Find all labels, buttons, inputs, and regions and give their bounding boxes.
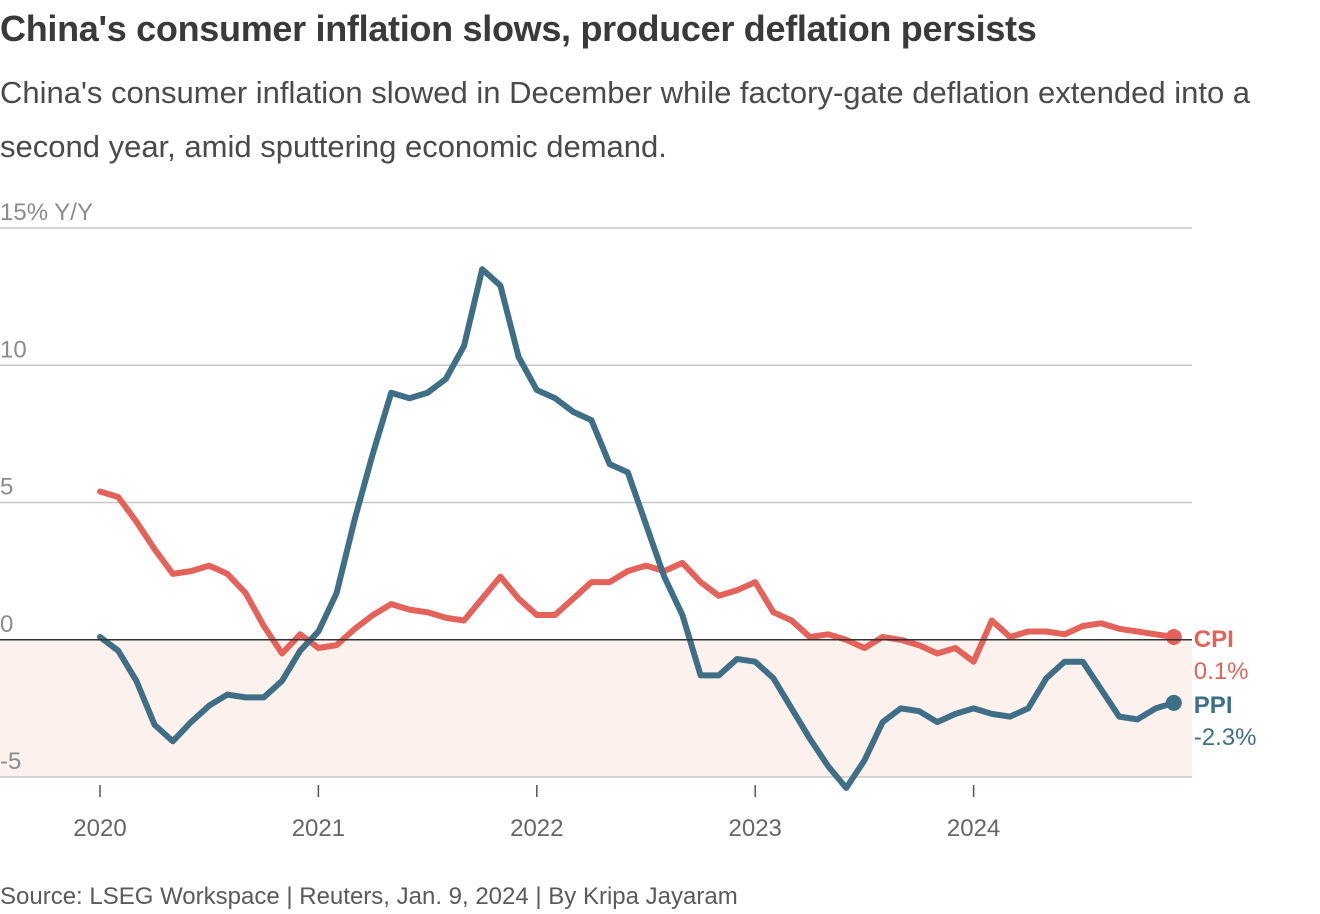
- y-tick-label: 15% Y/Y: [0, 199, 93, 226]
- negative-region: [0, 639, 1192, 777]
- x-tick-label: 2021: [292, 815, 345, 842]
- cpi-value-label: 0.1%: [1194, 658, 1249, 685]
- y-tick-label: 5: [0, 474, 13, 501]
- y-tick-label: 10: [0, 336, 27, 363]
- x-tick-label: 2022: [510, 815, 563, 842]
- ppi-label: PPI: [1194, 692, 1233, 719]
- ppi-value-label: -2.3%: [1194, 724, 1257, 751]
- chart-title: China's consumer inflation slows, produc…: [0, 8, 1037, 49]
- x-tick-label: 2020: [73, 815, 126, 842]
- x-tick-label: 2024: [947, 815, 1000, 842]
- cpi-line: [97, 488, 1177, 665]
- chart-subtitle: China's consumer inflation slowed in Dec…: [0, 75, 1251, 164]
- x-tick-label: 2023: [729, 815, 782, 842]
- cpi-end-point: [1165, 629, 1182, 646]
- y-tick-label: -5: [0, 748, 21, 775]
- source-note: Source: LSEG Workspace | Reuters, Jan. 9…: [0, 883, 738, 910]
- y-tick-label: 0: [0, 611, 13, 638]
- ppi-end-point: [1165, 694, 1182, 711]
- cpi-label: CPI: [1194, 626, 1234, 653]
- ppi-line: [97, 266, 1177, 791]
